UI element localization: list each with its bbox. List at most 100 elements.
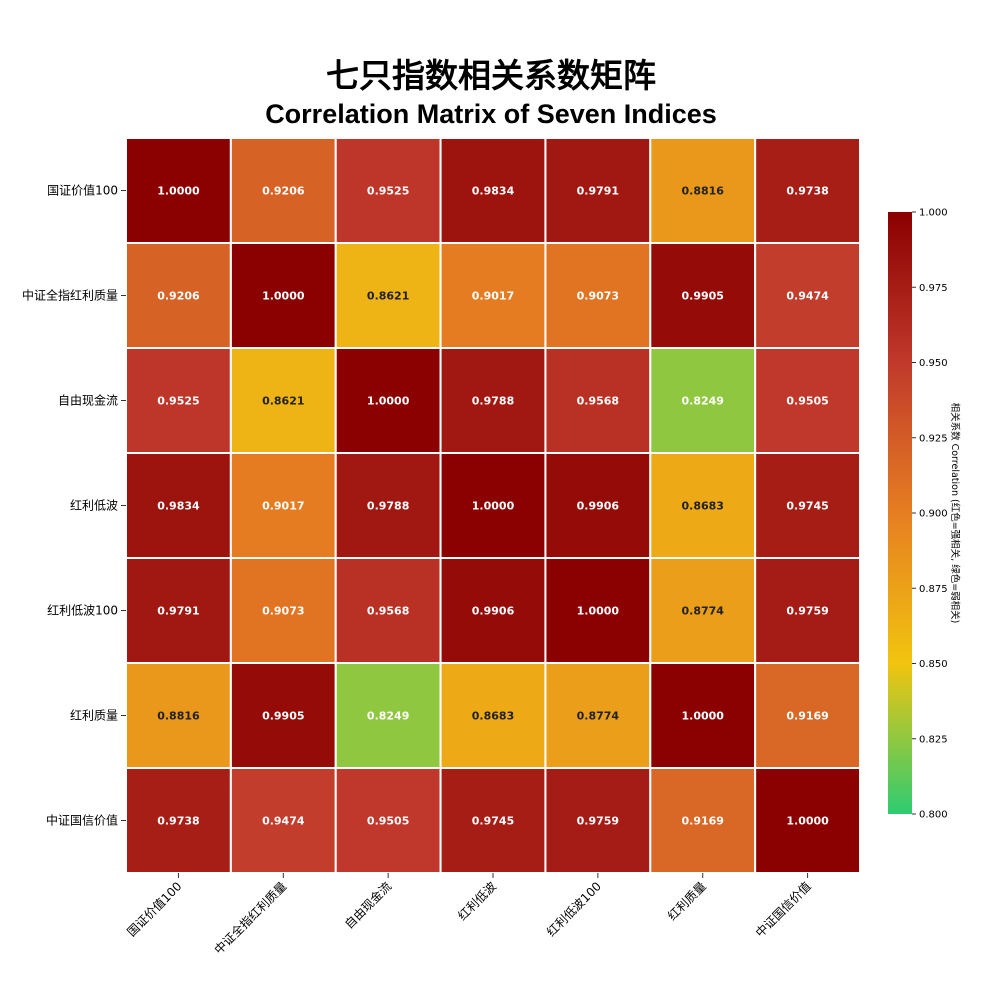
cell-value-label: 0.9206: [157, 290, 200, 303]
col-tick-label: 红利低波: [455, 879, 500, 924]
cell-value-label: 1.0000: [262, 290, 305, 303]
cell-value-label: 0.9474: [786, 290, 829, 303]
cell-value-label: 0.9568: [577, 395, 619, 408]
heatmap-cell: [334, 557, 442, 664]
heatmap-cell-labels: 1.0000 0.9206 0.9525 0.9834 0.9791 0.8816 0.97…: [157, 185, 829, 828]
heatmap-cell: [754, 242, 862, 349]
cell-value-label: 0.9905: [682, 290, 724, 303]
colorbar-tick-label: 0.825: [919, 734, 948, 745]
cell-value-label: 0.9791: [577, 185, 619, 198]
cell-value-label: 0.9525: [157, 395, 199, 408]
row-tick-label: 中证全指红利质量: [22, 288, 118, 303]
heatmap-cell: [754, 662, 862, 769]
cell-value-label: 0.8774: [682, 605, 725, 618]
row-tick-label: 红利低波: [70, 498, 118, 513]
heatmap-cell: [649, 242, 757, 349]
heatmap-cell: [754, 557, 862, 664]
heatmap-cells: [125, 137, 862, 874]
row-tick-label: 中证国信价值: [46, 813, 118, 828]
colorbar-tick-label: 0.900: [919, 509, 948, 520]
colorbar-tick-label: 0.875: [919, 584, 948, 595]
heatmap-cell: [544, 452, 652, 559]
cell-value-label: 0.9745: [472, 815, 514, 828]
cell-value-label: 0.9738: [786, 185, 828, 198]
chart-title: 七只指数相关系数矩阵: [326, 56, 656, 95]
heatmap-cell: [544, 557, 652, 664]
colorbar-tick-label: 0.850: [919, 659, 948, 670]
heatmap-cell: [125, 242, 232, 349]
heatmap-cell: [125, 662, 232, 769]
cell-value-label: 0.9169: [786, 710, 828, 723]
heatmap-cell: [334, 347, 442, 454]
cell-value-label: 0.9525: [367, 185, 409, 198]
col-tick-label: 红利低波100: [543, 879, 604, 940]
cell-value-label: 0.9738: [157, 815, 199, 828]
colorbar-tick-label: 0.800: [919, 810, 948, 821]
heatmap-cell: [649, 662, 757, 769]
cell-value-label: 0.9505: [367, 815, 409, 828]
cell-value-label: 0.8249: [367, 710, 409, 723]
heatmap-cell: [439, 242, 547, 349]
col-tick-label: 国证价值100: [124, 879, 185, 940]
cell-value-label: 1.0000: [682, 710, 725, 723]
colorbar: 0.800 0.825 0.850 0.875 0.900 0.925 0.950 0.975…: [888, 208, 961, 821]
cell-value-label: 0.8621: [367, 290, 409, 303]
heatmap-cell: [334, 662, 442, 769]
cell-value-label: 0.9788: [367, 500, 409, 513]
heatmap-cell: [754, 347, 862, 454]
column-tick-labels: 国证价值100 中证全指红利质量 自由现金流 红利低波 红利低波100 红利质量 中证国信价…: [124, 873, 814, 957]
heatmap-cell: [439, 347, 547, 454]
colorbar-tick-label: 1.000: [919, 208, 948, 219]
heatmap-cell: [334, 452, 442, 559]
cell-value-label: 0.9834: [472, 185, 515, 198]
row-tick-label: 自由现金流: [58, 393, 118, 408]
cell-value-label: 0.9206: [262, 185, 305, 198]
cell-value-label: 0.8774: [577, 710, 620, 723]
heatmap-cell: [229, 662, 337, 769]
chart-subtitle: Correlation Matrix of Seven Indices: [265, 99, 717, 129]
row-tick-label: 红利质量: [70, 708, 118, 723]
cell-value-label: 1.0000: [367, 395, 410, 408]
colorbar-tick-label: 0.925: [919, 433, 948, 444]
heatmap-cell: [544, 137, 652, 244]
heatmap-cell: [229, 452, 337, 559]
cell-value-label: 0.9906: [472, 605, 515, 618]
colorbar-label: 相关系数 Correlation (红色=强相关, 绿色=弱相关): [949, 403, 961, 624]
cell-value-label: 0.9169: [682, 815, 724, 828]
cell-value-label: 0.9017: [472, 290, 514, 303]
heatmap-cell: [649, 137, 757, 244]
col-tick-label: 中证国信价值: [752, 879, 814, 941]
heatmap-cell: [439, 137, 547, 244]
row-tick-label: 国证价值100: [47, 183, 118, 198]
cell-value-label: 0.9834: [157, 500, 200, 513]
cell-value-label: 0.9759: [577, 815, 619, 828]
heatmap-cell: [754, 452, 862, 559]
cell-value-label: 0.9474: [262, 815, 305, 828]
col-tick-label: 中证全指红利质量: [211, 879, 289, 957]
cell-value-label: 0.9745: [786, 500, 828, 513]
colorbar-tick-label: 0.975: [919, 283, 948, 294]
colorbar-tick-label: 0.950: [919, 358, 948, 369]
cell-value-label: 0.9759: [786, 605, 828, 618]
cell-value-label: 0.8816: [157, 710, 200, 723]
cell-value-label: 1.0000: [157, 185, 200, 198]
cell-value-label: 0.9505: [786, 395, 828, 408]
heatmap-cell: [754, 137, 862, 244]
heatmap-cell: [439, 557, 547, 664]
col-tick-label: 红利质量: [664, 879, 709, 924]
cell-value-label: 0.9788: [472, 395, 514, 408]
heatmap-cell: [544, 662, 652, 769]
cell-value-label: 1.0000: [472, 500, 515, 513]
cell-value-label: 0.8683: [682, 500, 724, 513]
heatmap-cell: [544, 767, 652, 874]
heatmap-cell: [125, 767, 232, 874]
cell-value-label: 0.8683: [472, 710, 514, 723]
heatmap-cell: [544, 242, 652, 349]
col-tick-label: 自由现金流: [341, 879, 394, 932]
cell-value-label: 1.0000: [786, 815, 829, 828]
cell-value-label: 0.9906: [577, 500, 620, 513]
cell-value-label: 1.0000: [577, 605, 620, 618]
cell-value-label: 0.9905: [262, 710, 304, 723]
